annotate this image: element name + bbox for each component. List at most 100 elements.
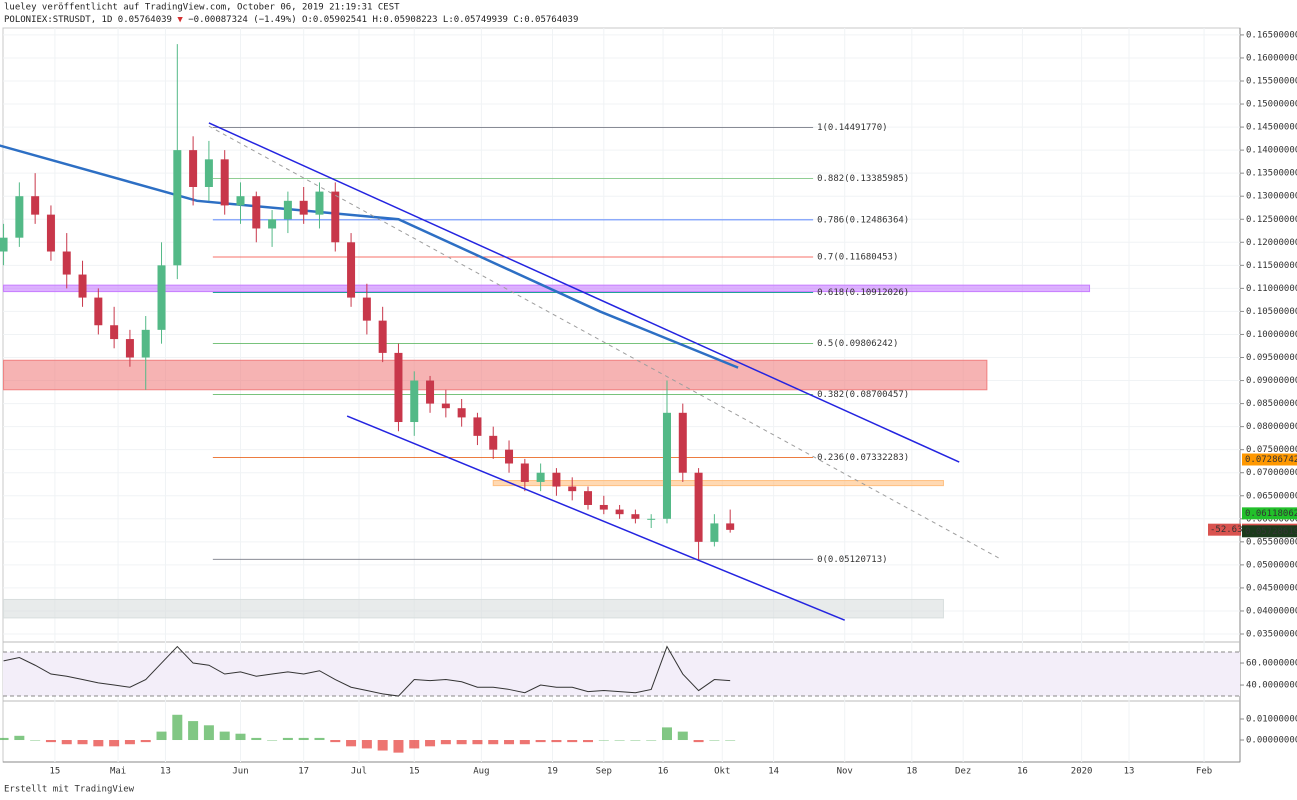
down-arrow: ▼ [177,15,183,25]
x-tick-label: 13 [1124,767,1135,777]
y-tick-label: 0.03500000 [1246,630,1297,640]
x-tick-label: 14 [768,767,779,777]
macd-bar [219,731,230,741]
x-tick-label: Aug [473,767,489,777]
zone [492,480,944,487]
y-tick-label: 0.04000000 [1246,606,1297,616]
candle-body [394,352,403,423]
macd-bar [567,740,578,743]
macd-bar [598,740,609,741]
macd-bar [425,740,436,747]
zone [3,598,944,619]
candle-body [568,486,577,492]
candle-body [141,329,150,358]
y-tick-label: 0.11500000 [1246,261,1297,271]
macd-bar [504,740,515,745]
candle-body [520,463,529,482]
candle-body [252,196,261,229]
macd-bar [45,740,56,743]
y-tick-label: 0.11000000 [1246,284,1297,294]
x-tick-label: Dez [955,767,971,777]
change-badge [1208,523,1241,536]
x-tick-label: 16 [1017,767,1028,777]
candle-body [46,214,55,252]
x-tick-label: 16 [658,767,669,777]
price-badge-label: 0.06118062 [1245,509,1297,519]
macd-bar [377,740,388,751]
macd-bar [14,735,25,741]
price-badge [1242,525,1297,538]
x-tick-label: 15 [49,767,60,777]
x-tick-label: 13 [160,767,171,777]
x-tick-label: 19 [547,767,558,777]
macd-bar [156,731,167,741]
macd-bar [330,740,341,743]
fib-label: 0.236(0.07332283) [817,453,909,463]
candle-body [536,472,545,482]
x-tick-label: Sep [596,767,612,777]
macd-bar [282,737,293,741]
y-tick-label: 0.13000000 [1246,192,1297,202]
candle-body [31,196,40,215]
y-tick-label: 0.05500000 [1246,537,1297,547]
candle-body [78,274,87,298]
symbol: POLONIEX:STRUSDT, 1D 0.05764039 [4,15,172,25]
x-tick-label: Feb [1196,767,1212,777]
candle-body [236,196,245,206]
macd-bar [583,740,594,743]
publish-line: lueley veröffentlicht auf TradingView.co… [4,3,400,13]
macd-bar [109,740,120,747]
fib-label: 0.7(0.11680453) [817,253,898,263]
fib-label: 1(0.14491770) [817,123,887,133]
macd-bar [725,740,736,741]
candle-body [426,380,435,404]
price-badge [1242,453,1297,466]
candle-body [283,200,292,220]
candle-body [157,265,166,330]
candle-body [125,339,134,358]
y-tick-label: 0.01000000 [1246,714,1297,724]
price-badge-label: 0.07286742 [1245,455,1297,465]
rsi-line [3,645,731,697]
macd-bar [519,740,530,745]
candle-body [204,159,213,187]
y-tick-label: 0.04500000 [1246,583,1297,593]
fib-label: 0.618(0.10912026) [817,288,909,298]
y-tick-label: 0.10000000 [1246,330,1297,340]
macd-bar [188,721,199,741]
macd-bar [140,740,151,743]
macd-bar [709,740,720,741]
fib-label: 0(0.05120713) [817,555,887,565]
candle-body [584,491,593,505]
y-tick-label: 0.15500000 [1246,76,1297,86]
rsi-band [3,652,1240,697]
macd-bar [61,740,72,745]
macd-bar [346,740,357,747]
macd-bar [93,740,104,747]
x-tick-label: 17 [298,767,309,777]
candle-body [473,417,482,436]
candle-body [694,472,703,542]
x-tick-label: Jul [351,767,367,777]
trendline [208,125,999,559]
macd-bar [440,740,451,745]
candle-body [457,408,466,418]
macd-bar [124,740,135,745]
candle-body [94,297,103,326]
candle-body [410,380,419,423]
macd-bar [409,740,420,749]
change-badge-label: -52.63% [1210,525,1249,535]
y-tick-label: 0.07500000 [1246,445,1297,455]
x-tick-label: 15 [409,767,420,777]
zone [3,359,988,391]
candle-body [62,251,71,275]
macd-bar [393,740,404,753]
y-tick-label: 60.00000000 [1246,659,1297,669]
candle-body [15,196,24,238]
candle-body [552,472,561,487]
macd-bar [456,740,467,745]
moving-average [0,144,739,369]
symbol-line: POLONIEX:STRUSDT, 1D 0.05764039 ▼ −0.000… [4,15,578,25]
x-tick-label: 2020 [1071,767,1093,777]
